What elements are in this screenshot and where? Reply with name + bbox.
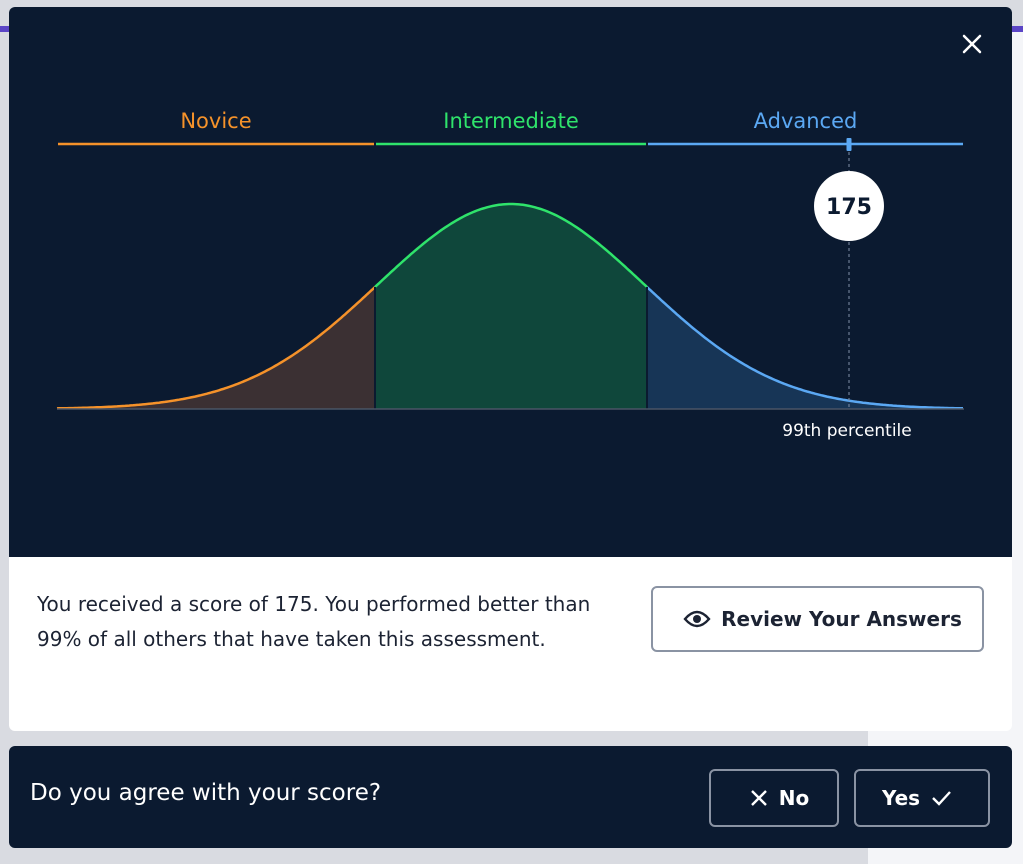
agreement-bar: Do you agree with your score? No Yes	[9, 746, 1012, 848]
score-modal: Novice Intermediate Advanced 175 99th percen…	[9, 7, 1012, 731]
score-message: You received a score of 175. You perform…	[37, 592, 591, 651]
score-bubble	[814, 171, 884, 241]
score-value: 175	[826, 195, 872, 220]
review-button[interactable]: Review Your Answers	[651, 586, 984, 652]
yes-button[interactable]: Yes	[854, 769, 990, 827]
level-label: Intermediate	[443, 109, 579, 133]
segment-fill	[57, 287, 375, 409]
segment-curve	[374, 202, 648, 288]
yes-label: Yes	[881, 786, 921, 810]
agreement-question: Do you agree with your score?	[30, 780, 382, 806]
segment-curve	[56, 286, 376, 410]
close-button[interactable]	[962, 34, 982, 54]
segment-curve	[646, 286, 963, 410]
level-label: Novice	[180, 109, 251, 133]
review-label: Review Your Answers	[721, 607, 962, 631]
no-button[interactable]: No	[709, 769, 839, 827]
score-tick	[846, 138, 852, 151]
level-label: Advanced	[754, 109, 858, 133]
check-icon	[932, 791, 951, 806]
segment-fill	[647, 287, 964, 409]
eye-icon	[683, 610, 711, 628]
percentile-label: 99th percentile	[782, 421, 912, 441]
x-icon	[750, 790, 767, 806]
segment-fill	[375, 204, 647, 409]
no-label: No	[778, 786, 810, 810]
distribution-chart: Novice Intermediate Advanced 175 99th percen…	[9, 7, 1012, 557]
